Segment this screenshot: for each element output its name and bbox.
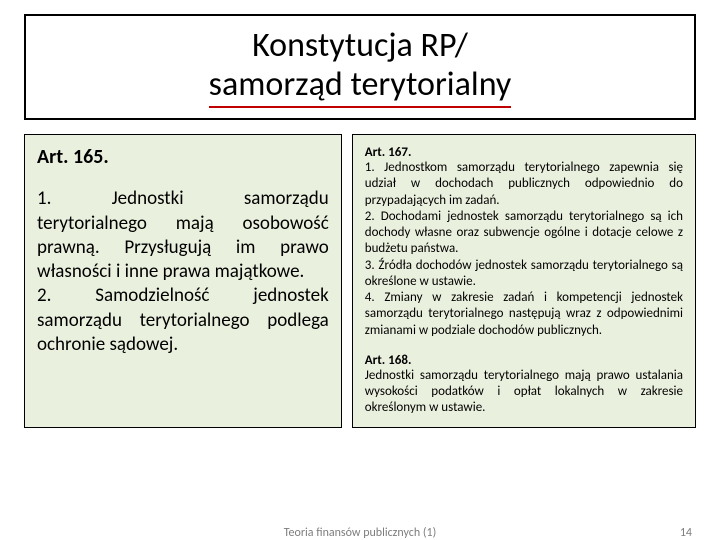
- article-165-heading: Art. 165.: [37, 145, 329, 169]
- left-column: Art. 165. 1. Jednostki samorządu terytor…: [24, 134, 342, 428]
- article-168-heading: Art. 168.: [365, 353, 683, 368]
- page-number: 14: [680, 526, 692, 540]
- page-title: Konstytucja RP/ samorząd terytorialny: [46, 26, 674, 108]
- title-line1: Konstytucja RP/: [252, 25, 468, 66]
- footer-text: Teoria finansów publicznych (1): [0, 526, 720, 540]
- article-168-body: Jednostki samorządu terytorialnego mają …: [365, 368, 683, 417]
- title-line2: samorząd terytorialny: [209, 65, 512, 108]
- article-167-heading: Art. 167.: [365, 145, 683, 160]
- title-box: Konstytucja RP/ samorząd terytorialny: [24, 14, 696, 120]
- content-columns: Art. 165. 1. Jednostki samorządu terytor…: [24, 134, 696, 428]
- article-165-body: 1. Jednostki samorządu terytorialnego ma…: [37, 187, 329, 357]
- right-column: Art. 167. 1. Jednostkom samorządu teryto…: [352, 134, 696, 428]
- article-167-body: 1. Jednostkom samorządu terytorialnego z…: [365, 160, 683, 339]
